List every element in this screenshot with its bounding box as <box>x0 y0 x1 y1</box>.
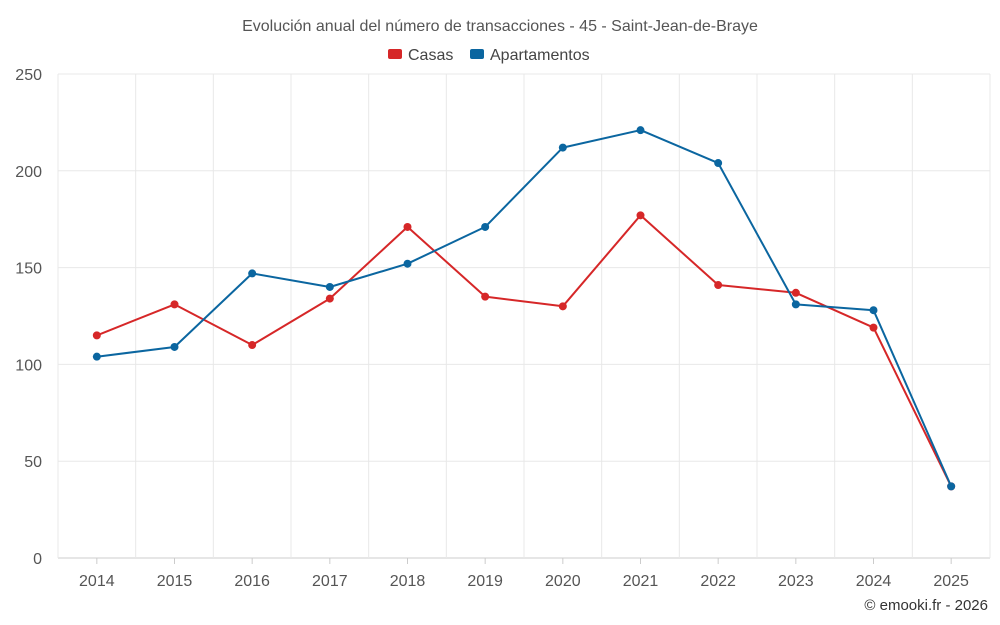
data-point-casas[interactable] <box>325 294 334 303</box>
data-point-casas[interactable] <box>558 302 567 311</box>
x-tick-label: 2017 <box>312 573 348 590</box>
data-point-casas[interactable] <box>869 323 878 332</box>
legend-label-apartamentos[interactable]: Apartamentos <box>490 47 590 64</box>
chart-title: Evolución anual del número de transaccio… <box>242 18 758 35</box>
data-point-apartamentos[interactable] <box>558 143 567 152</box>
x-tick-label: 2015 <box>157 573 193 590</box>
data-point-apartamentos[interactable] <box>92 352 101 361</box>
x-tick-label: 2019 <box>467 573 503 590</box>
series <box>92 126 956 491</box>
data-point-casas[interactable] <box>170 300 179 309</box>
data-point-apartamentos[interactable] <box>947 482 956 491</box>
credit-text: © emooki.fr - 2026 <box>864 597 988 614</box>
y-tick-label: 0 <box>33 551 42 568</box>
data-point-apartamentos[interactable] <box>248 269 257 278</box>
series-line-apartamentos <box>96 129 953 487</box>
data-point-apartamentos[interactable] <box>636 126 645 135</box>
grid <box>57 73 991 559</box>
data-point-apartamentos[interactable] <box>714 159 723 168</box>
data-point-casas[interactable] <box>92 331 101 340</box>
y-tick-label: 100 <box>15 357 42 374</box>
data-point-apartamentos[interactable] <box>403 259 412 268</box>
x-tick-label: 2016 <box>234 573 270 590</box>
series-line-casas <box>96 214 953 487</box>
data-point-casas[interactable] <box>481 292 490 301</box>
y-tick-label: 250 <box>15 67 42 84</box>
legend-swatch-casas[interactable] <box>388 49 402 59</box>
x-tick-label: 2014 <box>79 573 115 590</box>
data-point-apartamentos[interactable] <box>481 222 490 231</box>
data-point-apartamentos[interactable] <box>791 300 800 309</box>
x-tick-label: 2021 <box>623 573 659 590</box>
legend-label-casas[interactable]: Casas <box>408 47 453 64</box>
x-tick-label: 2023 <box>778 573 814 590</box>
x-axis-ticks: 2014 2015 2016 2017 2018 2019 2020 2021 2022 2023… <box>79 558 969 590</box>
x-tick-label: 2022 <box>700 573 736 590</box>
y-tick-label: 150 <box>15 261 42 278</box>
x-tick-label: 2020 <box>545 573 581 590</box>
x-tick-label: 2024 <box>856 573 892 590</box>
data-point-apartamentos[interactable] <box>869 306 878 315</box>
data-point-casas[interactable] <box>403 222 412 231</box>
legend-swatch-apartamentos[interactable] <box>470 49 484 59</box>
data-point-apartamentos[interactable] <box>325 282 334 291</box>
x-tick-label: 2025 <box>933 573 969 590</box>
data-point-apartamentos[interactable] <box>170 342 179 351</box>
y-tick-label: 50 <box>24 454 42 471</box>
legend: Casas Apartamentos <box>388 47 590 64</box>
data-point-casas[interactable] <box>714 281 723 290</box>
y-axis-ticks: 0 50 100 150 200 250 <box>15 67 42 568</box>
data-point-casas[interactable] <box>248 341 257 350</box>
y-tick-label: 200 <box>15 164 42 181</box>
data-point-casas[interactable] <box>791 288 800 297</box>
data-point-casas[interactable] <box>636 211 645 220</box>
x-tick-label: 2018 <box>390 573 426 590</box>
